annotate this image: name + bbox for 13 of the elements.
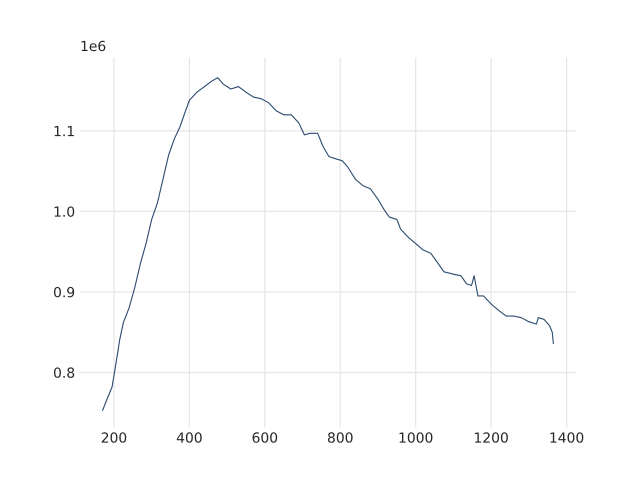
x-tick-label: 1400 bbox=[550, 432, 584, 443]
text: 1e6 bbox=[82, 40, 106, 52]
x-tick-label: 1200 bbox=[474, 432, 508, 443]
y-tick-label: 0.8 bbox=[54, 367, 74, 378]
y-tick-label: 1.0 bbox=[54, 206, 74, 217]
y-tick-label: 1.1 bbox=[54, 126, 74, 136]
line-series bbox=[102, 77, 554, 411]
x-tick-label: 1000 bbox=[400, 432, 432, 443]
x-tick-label: 800 bbox=[328, 432, 353, 443]
x-tick-label: 400 bbox=[176, 432, 202, 443]
x-tick-label: 200 bbox=[102, 432, 126, 443]
y-tick-label: 0.9 bbox=[54, 286, 74, 298]
x-tick-label: 600 bbox=[252, 432, 278, 443]
